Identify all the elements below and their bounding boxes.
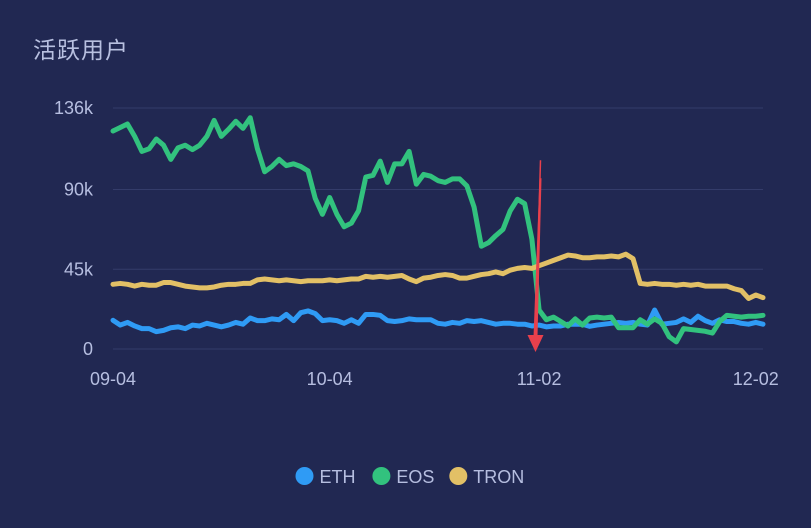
legend-marker bbox=[372, 467, 391, 485]
series-line-eos bbox=[110, 115, 766, 345]
legend-label: TRON bbox=[473, 467, 524, 487]
arrow-shaft bbox=[533, 178, 542, 337]
legend-marker bbox=[449, 467, 468, 485]
y-tick-label: 0 bbox=[83, 339, 93, 359]
y-axis: 0 45k 90k 136k bbox=[54, 98, 94, 359]
legend: ETH EOS TRON bbox=[295, 467, 524, 487]
legend-label: ETH bbox=[320, 467, 356, 487]
x-tick-label: 10-04 bbox=[307, 369, 353, 389]
y-tick-label: 136k bbox=[54, 98, 94, 118]
series-line-eth bbox=[110, 307, 766, 335]
series-line-tron bbox=[110, 251, 766, 301]
legend-item-eos[interactable]: EOS bbox=[372, 467, 434, 487]
grid-layer bbox=[113, 107, 763, 350]
series-layer bbox=[110, 115, 766, 345]
y-tick-label: 45k bbox=[64, 259, 94, 279]
x-tick-label: 12-02 bbox=[733, 369, 779, 389]
chart-title: 活跃用户 bbox=[33, 38, 129, 64]
legend-item-tron[interactable]: TRON bbox=[449, 467, 524, 487]
legend-marker bbox=[295, 467, 314, 485]
x-tick-label: 09-04 bbox=[90, 369, 136, 389]
arrow-head bbox=[527, 335, 544, 352]
y-tick-label: 90k bbox=[64, 180, 94, 200]
legend-item-eth[interactable]: ETH bbox=[295, 467, 356, 487]
arrow-annotation bbox=[527, 160, 544, 352]
annotation-layer bbox=[527, 160, 544, 352]
x-axis: 09-04 10-04 11-02 12-02 bbox=[90, 369, 779, 389]
x-tick-label: 11-02 bbox=[517, 369, 562, 389]
legend-label: EOS bbox=[396, 467, 434, 487]
